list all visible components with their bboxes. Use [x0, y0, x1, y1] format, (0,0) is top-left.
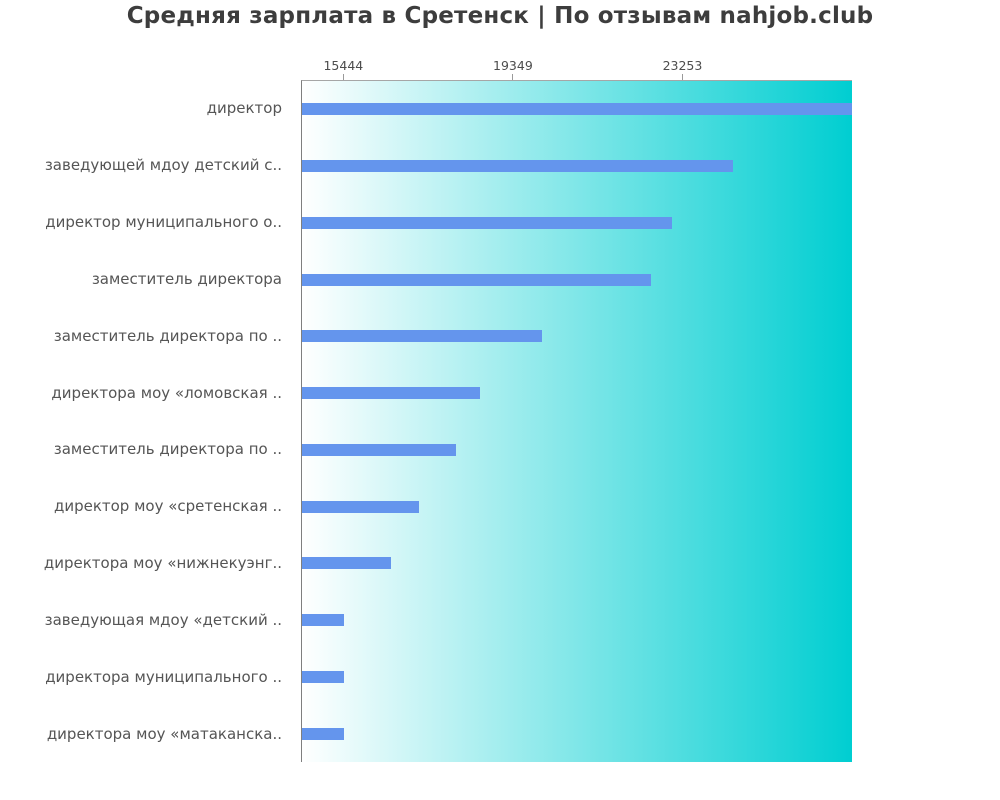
bar-row	[302, 81, 852, 138]
bar-row	[302, 535, 852, 592]
x-tick-label: 15444	[323, 58, 364, 73]
bar-row	[302, 649, 852, 706]
salary-bar	[302, 500, 419, 513]
category-label: заместитель директора по ..	[53, 326, 282, 345]
salary-bar	[302, 273, 652, 286]
x-tick-mark	[342, 74, 344, 80]
category-label: заведующей мдоу детский с..	[44, 156, 282, 175]
bar-row	[302, 705, 852, 762]
bar-row	[302, 308, 852, 365]
salary-bar	[302, 727, 345, 740]
x-axis-tick-area: 15444 19349 23253	[301, 0, 852, 80]
x-tick-label: 19349	[493, 58, 533, 73]
bar-row	[302, 592, 852, 649]
category-label: заведующая мдоу «детский ..	[44, 610, 282, 629]
salary-bar	[302, 387, 481, 400]
salary-bar	[302, 443, 456, 456]
salary-bar	[302, 670, 345, 683]
bar-row	[302, 251, 852, 308]
category-label: директора моу «нижнекуэнг..	[43, 554, 282, 573]
x-tick-label: 23253	[662, 58, 703, 73]
bar-row	[302, 195, 852, 252]
bar-row	[302, 138, 852, 195]
category-label: директора моу «ломовская ..	[51, 383, 282, 402]
bar-row	[302, 365, 852, 422]
plot-area	[301, 80, 852, 762]
salary-bar	[302, 330, 542, 343]
salary-bar	[302, 557, 391, 570]
salary-bar	[302, 103, 852, 116]
bar-row	[302, 478, 852, 535]
salary-bar	[302, 614, 345, 627]
category-label: директор	[206, 99, 282, 118]
x-tick-mark	[512, 74, 514, 80]
bar-series	[302, 81, 852, 762]
category-label: заместитель директора	[91, 269, 282, 288]
category-label: директора муниципального ..	[45, 667, 282, 686]
y-axis-category-labels: директор заведующей мдоу детский с.. дирек…	[0, 80, 292, 762]
category-label: директора моу «матаканска..	[46, 724, 282, 743]
bar-row	[302, 422, 852, 479]
x-tick-mark	[681, 74, 683, 80]
category-label: директор муниципального о..	[45, 213, 282, 232]
category-label: заместитель директора по ..	[53, 440, 282, 459]
category-label: директор моу «сретенская ..	[53, 497, 282, 516]
chart-title: Средняя зарплата в Сретенск | По отзывам…	[126, 3, 874, 29]
salary-bar	[302, 216, 673, 229]
salary-bar	[302, 160, 734, 173]
